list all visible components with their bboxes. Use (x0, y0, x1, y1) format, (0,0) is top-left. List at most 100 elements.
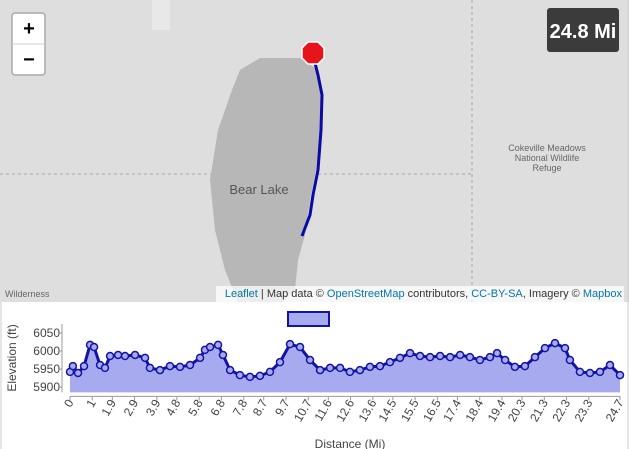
point (445, 352, 455, 362)
x-tick-label: 1 (83, 397, 99, 410)
y-tick-label: 5900 (33, 380, 60, 394)
point (492, 348, 502, 358)
point (255, 371, 265, 381)
point (145, 363, 155, 373)
point (465, 352, 475, 362)
distance-badge (545, 6, 621, 54)
y-tick-label: 5950 (33, 362, 60, 376)
point (79, 361, 89, 371)
point (565, 355, 575, 365)
x-tick-label: 20.3 (505, 397, 529, 425)
point (165, 361, 175, 371)
point (120, 351, 130, 361)
y-tick-label: 6000 (33, 344, 60, 358)
point (520, 361, 530, 371)
line (68, 341, 622, 379)
point (510, 362, 520, 372)
x-tick-label: 14.5 (376, 397, 400, 425)
link[interactable]: Mapbox (582, 288, 622, 300)
x-tick-label: 9.7 (272, 397, 293, 419)
zoom-out[interactable]: − (23, 49, 35, 71)
point (595, 367, 605, 377)
x-tick-label: 16.5 (420, 397, 444, 425)
point (365, 362, 375, 372)
point (235, 370, 245, 380)
x-tick-label: 23.3 (572, 397, 596, 425)
y-tick-label: 6050 (33, 326, 60, 340)
point (265, 367, 275, 377)
link[interactable]: CC-BY-SA (471, 288, 523, 300)
x-tick-label: 12.6 (333, 397, 357, 425)
place-label: Refuge (532, 163, 561, 173)
x-axis-label: Distance (Mi) (315, 437, 386, 449)
point (405, 348, 415, 358)
link[interactable]: Leaflet (224, 288, 258, 300)
x-tick-label: 4.8 (163, 397, 184, 419)
place-label: Cokeville Meadows (508, 143, 586, 153)
x-tick-label: 2.9 (121, 397, 142, 419)
legend-swatch[interactable] (287, 311, 330, 327)
point (130, 350, 140, 360)
attribution: Leaflet | Map data © OpenStreetMap contr… (216, 286, 624, 302)
point (585, 368, 595, 378)
point (560, 343, 570, 353)
point (305, 355, 315, 365)
text: | Map data © (257, 288, 327, 300)
link[interactable]: OpenStreetMap (326, 288, 405, 300)
place-label: National Wildlife (515, 153, 580, 163)
point (140, 353, 150, 363)
point (345, 367, 355, 377)
point (100, 363, 110, 373)
point (500, 355, 510, 365)
x-tick-label: 0 (61, 397, 77, 410)
point (213, 340, 223, 350)
point (245, 372, 255, 382)
x-tick-label: 24.7 (603, 397, 627, 425)
point (435, 351, 445, 361)
text: , Imagery © (522, 288, 583, 300)
x-tick-label: 17.4 (440, 397, 464, 425)
text: contributors, (404, 288, 472, 300)
lake (210, 58, 322, 302)
x-tick-label: 11.6 (312, 397, 336, 424)
point (355, 365, 365, 375)
zoom-in[interactable]: + (23, 18, 35, 40)
elevation-chart: 5900 5950 6000 6050 0 1 1.9 2.9 3.9 4.8 5.8 6.8 7.8 8… (5, 324, 627, 449)
distance-text: 24.8 Mi (550, 21, 617, 43)
y-axis-label: Elevation (ft) (5, 324, 19, 391)
point (205, 342, 215, 352)
x-tick-label: 5.8 (185, 397, 206, 419)
point (455, 350, 465, 360)
x-tick-label: 18.4 (463, 397, 487, 425)
point (73, 368, 83, 378)
x-tick-label: 19.4 (485, 397, 509, 425)
x-tick-label: 22.3 (549, 397, 573, 425)
x-tick-label: 13.6 (356, 397, 380, 425)
point (540, 343, 550, 353)
point (415, 351, 425, 361)
point (113, 350, 123, 360)
point (155, 365, 165, 375)
x-tick-label: 15.5 (398, 397, 422, 425)
x-tick-label: 3.9 (143, 397, 164, 419)
x-tick-label: 1.9 (98, 397, 119, 419)
start-marker[interactable] (301, 41, 325, 65)
map-area (152, 0, 170, 30)
point (425, 352, 435, 362)
point (615, 370, 625, 380)
point (275, 357, 285, 367)
point (68, 361, 78, 371)
x-tick-label: 6.8 (208, 397, 229, 419)
point (575, 367, 585, 377)
point (315, 365, 325, 375)
place-label: Wilderness (5, 289, 50, 299)
lake-label: Bear Lake (229, 182, 288, 197)
point (485, 352, 495, 362)
area (70, 343, 620, 393)
x-tick-label: 10.7 (291, 397, 315, 425)
point (295, 342, 305, 352)
point (225, 365, 235, 375)
point (335, 363, 345, 373)
x-tick-label: 8.7 (250, 397, 271, 419)
